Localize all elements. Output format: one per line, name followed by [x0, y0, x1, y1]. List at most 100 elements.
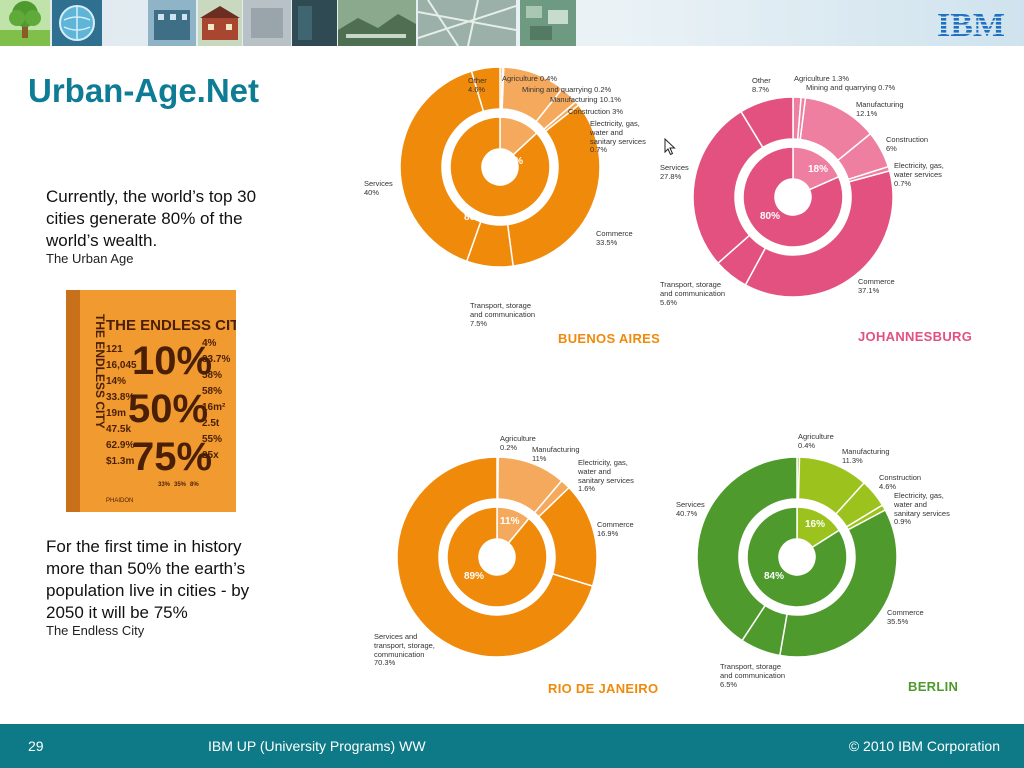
ba-label-agriculture: Agriculture 0.4% — [502, 74, 558, 83]
jo-label-services: Services 27.8% — [660, 163, 689, 181]
ba-inner-segment — [449, 116, 551, 218]
ba-label-manufacturing: Manufacturing 10.1% — [550, 95, 621, 104]
svg-text:IBM: IBM — [937, 7, 1005, 40]
be-label-transport: Transport, storage and communication 6.5% — [720, 662, 786, 689]
book-side-number: 16,045 — [106, 360, 137, 371]
ba-label-other: Other 4.6% — [468, 76, 487, 94]
ba-outer-segment — [399, 70, 485, 263]
gray-thumbnail — [243, 0, 291, 46]
jo-label-transport: Transport, storage and communication 5.6% — [660, 280, 726, 307]
city-map-thumbnail — [418, 0, 516, 46]
header-banner: IBM — [0, 0, 1024, 46]
source-urban-age: The Urban Age — [46, 251, 134, 266]
johannesburg-city-name: JOHANNESBURG — [858, 329, 973, 344]
johannesburg-inner-label-large: 80% — [760, 211, 781, 222]
johannesburg-donut-chart — [692, 96, 894, 298]
buenos-aires-city-name: BUENOS AIRES — [558, 331, 661, 346]
rio-label-services: Services and transport, storage, communica… — [374, 632, 435, 668]
berlin-donut-chart — [696, 456, 898, 658]
rio-label-agriculture: Agriculture 0.2% — [500, 434, 536, 452]
ba-outer-segment — [506, 104, 601, 267]
jo-label-manufacturing: Manufacturing 12.1% — [856, 100, 904, 118]
book-spine-title: THE ENDLESS CITY — [93, 314, 107, 429]
rio-label-electricity: Electricity, gas, water and sanitary servi… — [578, 458, 634, 494]
jo-label-mining: Mining and quarrying 0.7% — [806, 83, 896, 92]
buenos-aires-donut-chart — [399, 66, 601, 268]
book-side-number: 121 — [106, 344, 123, 355]
be-inner-segment — [746, 506, 848, 608]
book-side-number: 4% — [202, 338, 217, 349]
book-big-number: 10% — [132, 339, 212, 383]
jo-label-other: Other 8.7% — [752, 76, 771, 94]
endless-city-book-cover: THE ENDLESS CITY THE ENDLESS CITY 10% 50… — [66, 290, 236, 512]
landscape-thumbnail — [338, 0, 416, 46]
jo-inner-segment — [742, 146, 844, 248]
book-side-number: 55% — [202, 434, 222, 445]
book-side-number: 14% — [106, 376, 126, 387]
house-thumbnail — [198, 0, 242, 46]
rio-label-manufacturing: Manufacturing 11% — [532, 445, 580, 463]
book-side-number: 58% — [202, 386, 222, 397]
book-side-number: 62.9% — [106, 440, 134, 451]
johannesburg-inner-label-small: 18% — [808, 164, 829, 175]
be-label-services: Services 40.7% — [676, 500, 705, 518]
book-title: THE ENDLESS CITY — [106, 317, 236, 334]
ba-label-transport: Transport, storage and communication 7.5% — [470, 301, 536, 328]
berlin-inner-label-large: 84% — [764, 571, 785, 582]
book-side-number: 33.8% — [106, 392, 134, 403]
book-side-number: 2.5t — [202, 418, 220, 429]
book-side-number: 25x — [202, 450, 219, 461]
aerial-thumbnail — [520, 0, 576, 46]
book-side-number: $1.3m — [106, 456, 134, 467]
rio-inner-label-small: 11% — [500, 516, 520, 527]
footer-copyright: © 2010 IBM Corporation — [848, 738, 1000, 754]
rio-outer-segment — [396, 456, 594, 658]
be-outer-segment — [778, 509, 898, 658]
ba-label-mining: Mining and quarrying 0.2% — [522, 85, 612, 94]
dark-thumbnail — [292, 0, 337, 46]
book-side-number: 19m — [106, 408, 126, 419]
book-side-number: 58% — [202, 370, 222, 381]
jo-label-electricity: Electricity, gas, water services 0.7% — [894, 161, 944, 188]
book-side-number: 47.5k — [106, 424, 131, 435]
footer-program: IBM UP (University Programs) WW — [208, 738, 426, 754]
rio-city-name: RIO DE JANEIRO — [548, 681, 659, 696]
rio-inner-label-large: 89% — [464, 571, 485, 582]
jo-label-agriculture: Agriculture 1.3% — [794, 74, 850, 83]
population-statement: For the first time in history more than … — [46, 537, 250, 622]
be-label-agriculture: Agriculture 0.4% — [798, 432, 834, 450]
be-label-electricity: Electricity, gas, water and sanitary servi… — [894, 491, 950, 527]
slide-title: Urban-Age.Net — [28, 72, 260, 109]
book-side-number: 33.7% — [202, 354, 230, 365]
book-bottom-number: 35% — [174, 482, 187, 488]
buenos-aires-inner-label-small: 13% — [503, 156, 524, 167]
rio-inner-segment — [446, 506, 548, 608]
ba-label-services: Services 40% — [364, 179, 393, 197]
rio-de-janeiro-donut-chart — [396, 456, 598, 658]
jo-label-construction: Construction 6% — [886, 135, 929, 153]
be-outer-segment — [696, 456, 798, 642]
source-endless-city: The Endless City — [46, 623, 145, 638]
jo-outer-segment — [744, 169, 894, 298]
jo-outer-segment — [692, 110, 764, 265]
ba-outer-segment — [470, 66, 501, 113]
book-bottom-number: 8% — [190, 482, 199, 488]
book-big-number: 50% — [128, 387, 208, 431]
be-label-manufacturing: Manufacturing 11.3% — [842, 447, 890, 465]
book-publisher: PHAIDON — [106, 498, 133, 504]
globe-thumbnail — [52, 0, 102, 46]
berlin-city-name: BERLIN — [908, 679, 959, 694]
be-label-commerce: Commerce 35.5% — [887, 608, 924, 626]
ibm-logo: IBM — [937, 7, 1005, 40]
ba-label-construction: Construction 3% — [568, 107, 624, 116]
book-side-number: 16m² — [202, 402, 226, 413]
ba-label-commerce: Commerce 33.5% — [596, 229, 633, 247]
building-thumbnail — [148, 0, 196, 46]
rio-label-commerce: Commerce 16.9% — [597, 520, 634, 538]
jo-outer-segment — [739, 96, 794, 149]
book-big-number: 75% — [132, 435, 212, 479]
jo-label-commerce: Commerce 37.1% — [858, 277, 895, 295]
book-bottom-number: 33% — [158, 482, 171, 488]
be-label-construction: Construction 4.6% — [879, 473, 922, 491]
tree-thumbnail — [0, 0, 50, 46]
